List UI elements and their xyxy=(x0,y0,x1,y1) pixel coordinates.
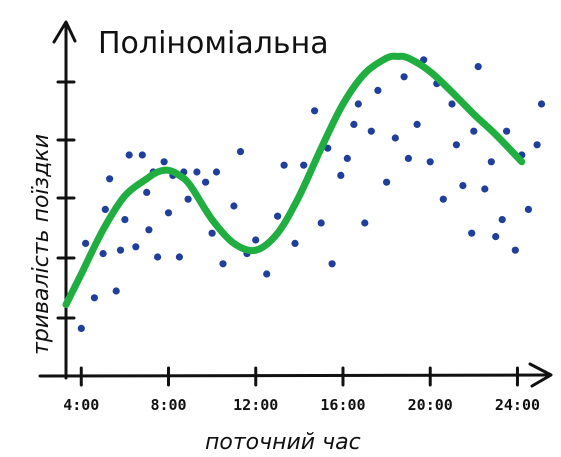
y-axis xyxy=(52,20,77,380)
scatter-point xyxy=(300,161,308,169)
x-axis-arrow xyxy=(528,362,553,388)
scatter-point xyxy=(524,205,533,213)
scatter-point xyxy=(138,151,146,159)
scatter-point xyxy=(77,324,85,332)
scatter-point xyxy=(468,229,476,237)
x-axis: 4:00 8:00 12:00 16:00 20:00 24:00 xyxy=(38,362,553,414)
scatter-point xyxy=(337,171,345,179)
x-tick-label: 8:00 xyxy=(150,396,186,414)
scatter-point xyxy=(317,219,325,227)
scatter-point xyxy=(193,168,201,176)
scatter-point xyxy=(503,127,511,135)
scatter-point xyxy=(511,246,519,254)
scatter-point xyxy=(125,151,133,159)
scatter-point xyxy=(354,100,362,108)
scatter-point xyxy=(311,107,319,115)
scatter-point xyxy=(175,253,183,261)
scatter-point xyxy=(184,195,192,203)
scatter-point xyxy=(230,202,238,210)
x-tick-label: 4:00 xyxy=(63,396,99,414)
scatter-point xyxy=(106,175,114,183)
scatter-point xyxy=(404,154,412,162)
y-axis-arrow xyxy=(52,20,77,44)
x-axis-label: поточний час xyxy=(205,430,361,455)
scatter-point xyxy=(219,260,227,268)
x-axis-line xyxy=(38,373,550,378)
scatter-point xyxy=(448,100,456,108)
scatter-point xyxy=(537,100,546,108)
scatter-point xyxy=(498,216,506,224)
scatter-point xyxy=(350,120,358,128)
scatter-point xyxy=(99,250,107,258)
scatter-point xyxy=(132,243,140,251)
scatter-point xyxy=(116,246,125,254)
scatter-point xyxy=(101,205,109,213)
scatter-point xyxy=(112,287,120,295)
x-tick-label: 16:00 xyxy=(320,396,365,414)
scatter-point xyxy=(274,212,282,220)
scatter-point xyxy=(328,260,336,268)
scatter-points xyxy=(77,56,546,332)
scatter-point xyxy=(470,127,478,135)
scatter-point xyxy=(263,270,271,278)
scatter-point xyxy=(280,161,288,169)
scatter-point xyxy=(160,158,168,166)
scatter-point xyxy=(82,239,90,247)
x-tick-label: 24:00 xyxy=(495,396,540,414)
scatter-point xyxy=(391,134,399,142)
scatter-point xyxy=(343,154,351,162)
scatter-point xyxy=(208,229,216,237)
scatter-point xyxy=(426,158,434,166)
scatter-point xyxy=(452,141,460,149)
scatter-point xyxy=(154,253,162,261)
scatter-point xyxy=(361,219,369,227)
scatter-point xyxy=(252,236,260,244)
scatter-point xyxy=(481,185,489,193)
scatter-point xyxy=(90,294,98,302)
scatter-point xyxy=(487,158,495,166)
scatter-point xyxy=(202,178,210,186)
scatter-point xyxy=(400,73,408,81)
scatter-point xyxy=(533,141,541,149)
chart-title: Поліноміальна xyxy=(98,26,329,61)
scatter-point xyxy=(236,148,245,156)
scatter-point xyxy=(413,120,421,128)
polynomial-fit-curve xyxy=(62,52,526,309)
y-axis-label: тривалість поїздки xyxy=(29,134,54,355)
scatter-point xyxy=(383,178,391,186)
scatter-point xyxy=(143,188,151,196)
x-tick-label: 20:00 xyxy=(408,396,453,414)
scatter-point xyxy=(459,182,467,190)
scatter-point xyxy=(121,216,129,224)
scatter-point xyxy=(474,63,482,71)
scatter-point xyxy=(367,127,375,135)
x-tick-label: 12:00 xyxy=(233,396,278,414)
scatter-point xyxy=(374,86,382,94)
scatter-point xyxy=(291,239,299,247)
scatter-point xyxy=(212,168,221,176)
scatter-point xyxy=(164,209,173,217)
scatter-point xyxy=(145,226,153,234)
scatter-point xyxy=(492,233,500,241)
scatter-point xyxy=(439,195,447,203)
